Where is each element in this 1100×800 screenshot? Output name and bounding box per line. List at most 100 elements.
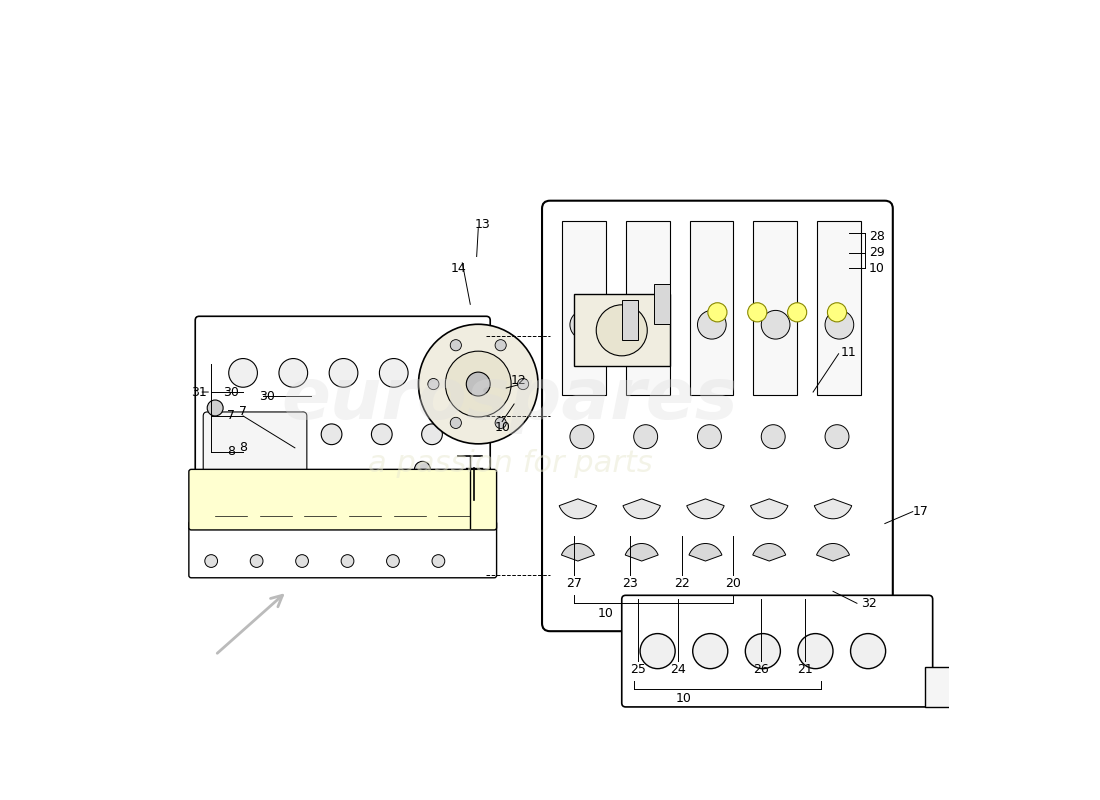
Circle shape [421,424,442,445]
Text: 17: 17 [913,505,928,518]
Circle shape [229,358,257,387]
Text: 29: 29 [869,246,884,259]
FancyBboxPatch shape [189,521,496,578]
Circle shape [697,425,722,449]
Circle shape [446,351,512,417]
Text: 12: 12 [510,374,526,386]
Bar [817,221,861,395]
Text: 13: 13 [474,218,491,231]
Circle shape [825,310,854,339]
Text: 30: 30 [223,386,239,398]
Text: 14: 14 [450,262,466,275]
Circle shape [761,425,785,449]
Bar [621,300,638,340]
Circle shape [850,634,886,669]
Circle shape [250,554,263,567]
Bar [754,221,798,395]
Text: a passion for parts: a passion for parts [367,450,652,478]
Circle shape [450,340,461,351]
Circle shape [640,634,675,669]
Circle shape [279,358,308,387]
Text: 26: 26 [754,663,769,676]
Bar [653,285,670,324]
Text: 30: 30 [258,390,275,402]
Text: 23: 23 [621,577,638,590]
Circle shape [761,310,790,339]
Circle shape [466,372,491,396]
Circle shape [418,324,538,444]
FancyBboxPatch shape [542,201,893,631]
Wedge shape [559,499,596,518]
Circle shape [495,418,506,429]
Circle shape [221,424,242,445]
FancyBboxPatch shape [195,316,491,500]
Text: 8: 8 [239,442,248,454]
Wedge shape [816,543,849,561]
Circle shape [634,425,658,449]
Wedge shape [752,543,785,561]
Circle shape [372,424,393,445]
Circle shape [205,554,218,567]
Circle shape [386,554,399,567]
Circle shape [450,418,461,429]
Wedge shape [686,499,724,518]
Text: 8: 8 [227,446,235,458]
Circle shape [271,424,292,445]
Wedge shape [561,543,594,561]
Circle shape [798,634,833,669]
Wedge shape [689,543,722,561]
Text: 11: 11 [842,346,857,358]
Bar [574,294,670,366]
Bar [562,221,606,395]
Text: 10: 10 [676,693,692,706]
Text: 28: 28 [869,230,884,243]
FancyBboxPatch shape [189,470,496,530]
Circle shape [827,302,847,322]
Polygon shape [925,667,960,707]
Wedge shape [623,499,660,518]
Text: 25: 25 [630,663,646,676]
Circle shape [693,634,728,669]
Bar [626,221,670,395]
Circle shape [707,302,727,322]
Wedge shape [814,499,851,518]
Text: 7: 7 [239,406,248,418]
Circle shape [570,310,598,339]
Circle shape [697,310,726,339]
FancyBboxPatch shape [204,412,307,476]
Circle shape [517,378,529,390]
Circle shape [788,302,806,322]
Circle shape [341,554,354,567]
Text: 27: 27 [566,577,582,590]
Circle shape [379,358,408,387]
Text: 22: 22 [673,577,690,590]
Circle shape [570,425,594,449]
Text: 10: 10 [494,422,510,434]
Circle shape [432,554,444,567]
Text: 21: 21 [798,663,813,676]
Text: 24: 24 [670,663,685,676]
Text: 31: 31 [191,386,207,398]
Text: 32: 32 [861,597,877,610]
FancyBboxPatch shape [621,595,933,707]
Bar [690,221,734,395]
Circle shape [748,302,767,322]
Text: 10: 10 [598,607,614,620]
Circle shape [415,462,430,478]
Circle shape [321,424,342,445]
Text: eurospares: eurospares [282,366,738,434]
Circle shape [428,378,439,390]
Circle shape [296,554,308,567]
Circle shape [596,305,647,356]
Text: 10: 10 [869,262,884,275]
FancyArrowPatch shape [217,595,283,654]
Circle shape [329,358,358,387]
Text: 7: 7 [227,410,235,422]
Circle shape [495,340,506,351]
Wedge shape [750,499,788,518]
Circle shape [634,310,662,339]
Circle shape [430,358,459,387]
Circle shape [746,634,780,669]
Circle shape [207,400,223,416]
Wedge shape [625,543,658,561]
